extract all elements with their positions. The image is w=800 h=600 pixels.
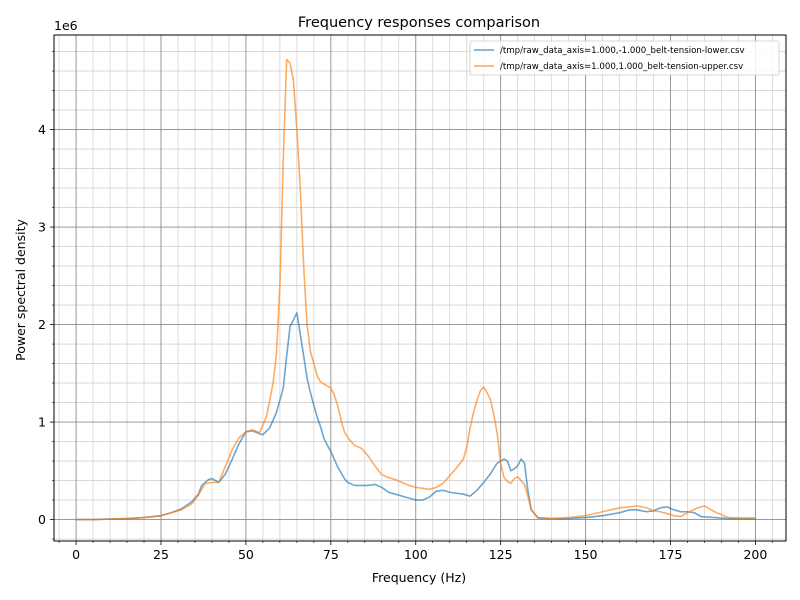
series-line-upper <box>75 58 757 521</box>
y-axis-multiplier: 1e6 <box>54 18 78 33</box>
series-layer <box>75 58 757 521</box>
series-line-lower <box>75 312 757 521</box>
y-tick-label: 1 <box>38 415 46 430</box>
x-tick-label: 200 <box>743 547 767 562</box>
major-grid <box>54 35 786 541</box>
x-tick-label: 0 <box>72 547 80 562</box>
legend-label: /tmp/raw_data_axis=1.000,1.000_belt-tens… <box>500 62 743 72</box>
y-tick-label: 3 <box>38 220 46 235</box>
x-tick-label: 175 <box>659 547 683 562</box>
x-tick-label: 100 <box>404 547 428 562</box>
minor-grid <box>54 35 786 541</box>
legend-box <box>469 40 780 76</box>
x-tick-label: 25 <box>153 547 169 562</box>
chart-title: Frequency responses comparison <box>298 15 540 31</box>
x-tick-label: 125 <box>489 547 513 562</box>
x-axis-label: Frequency (Hz) <box>372 570 466 585</box>
x-tick-label: 50 <box>238 547 254 562</box>
y-axis-label: Power spectral density <box>13 219 28 361</box>
legend-label: /tmp/raw_data_axis=1.000,-1.000_belt-ten… <box>500 46 745 56</box>
y-tick-label: 2 <box>38 317 46 332</box>
y-tick-label: 0 <box>38 512 46 527</box>
plot-area: 0 25 50 75 100 125 150 175 200 0 1 2 3 4 <box>38 34 787 562</box>
axes-frame <box>53 34 787 542</box>
x-tick-label: 75 <box>323 547 339 562</box>
axes-background <box>54 35 786 541</box>
y-tick-label: 4 <box>38 122 46 137</box>
ticks: 0 25 50 75 100 125 150 175 200 0 1 2 3 4 <box>38 51 773 562</box>
x-tick-label: 150 <box>574 547 598 562</box>
legend: /tmp/raw_data_axis=1.000,-1.000_belt-ten… <box>469 40 780 76</box>
